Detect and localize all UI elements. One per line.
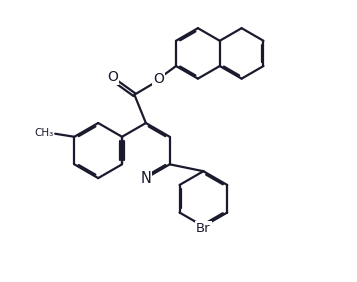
Text: N: N [140,171,151,186]
Text: Br: Br [196,222,211,235]
Text: CH₃: CH₃ [34,128,53,138]
Text: O: O [154,72,164,86]
Text: O: O [107,70,118,84]
